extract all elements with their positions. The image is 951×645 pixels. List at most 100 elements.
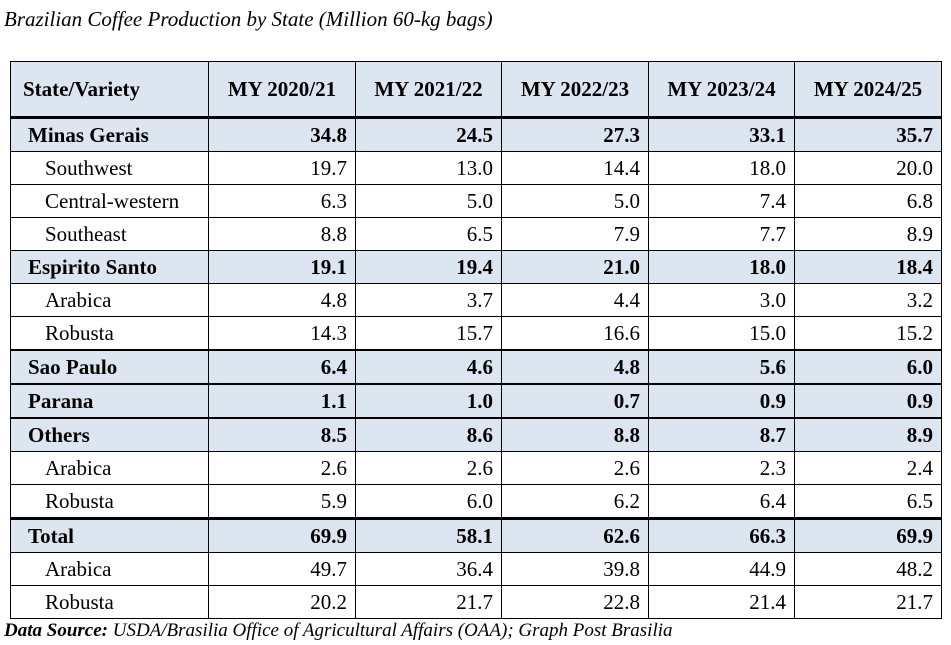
cell-value: 19.7 xyxy=(208,151,356,185)
cell-value: 15.7 xyxy=(355,316,502,351)
cell-value: 16.6 xyxy=(501,316,649,351)
table-row-es-arabica: Arabica 4.8 3.7 4.4 3.0 3.2 xyxy=(10,283,942,317)
cell-value: 6.2 xyxy=(501,484,649,519)
cell-value: 20.0 xyxy=(794,151,942,185)
cell-value: 0.7 xyxy=(501,383,649,419)
cell-value: 2.4 xyxy=(794,451,942,485)
data-source-label: Data Source: xyxy=(4,620,108,641)
table-row-sao-paulo: Sao Paulo 6.4 4.6 4.8 5.6 6.0 xyxy=(10,349,942,385)
row-label: Southeast xyxy=(10,217,209,251)
cell-value: 7.7 xyxy=(648,217,795,251)
cell-value: 13.0 xyxy=(355,151,502,185)
table-row-southeast: Southeast 8.8 6.5 7.9 7.7 8.9 xyxy=(10,217,942,251)
cell-value: 20.2 xyxy=(208,585,356,619)
cell-value: 4.4 xyxy=(501,283,649,317)
row-label: Robusta xyxy=(10,316,209,351)
cell-value: 48.2 xyxy=(794,552,942,586)
column-header-state: State/Variety xyxy=(10,61,209,119)
cell-value: 6.4 xyxy=(208,349,356,385)
row-label: Central-western xyxy=(10,184,209,218)
row-label: Arabica xyxy=(10,283,209,317)
cell-value: 62.6 xyxy=(501,517,649,553)
cell-value: 5.0 xyxy=(355,184,502,218)
table-row-parana: Parana 1.1 1.0 0.7 0.9 0.9 xyxy=(10,383,942,419)
cell-value: 8.7 xyxy=(648,417,795,452)
table-row-total-robusta: Robusta 20.2 21.7 22.8 21.4 21.7 xyxy=(10,585,942,619)
table-row-es-robusta: Robusta 14.3 15.7 16.6 15.0 15.2 xyxy=(10,316,942,351)
cell-value: 24.5 xyxy=(355,117,502,152)
row-label: Others xyxy=(10,417,209,452)
cell-value: 3.2 xyxy=(794,283,942,317)
cell-value: 2.6 xyxy=(355,451,502,485)
cell-value: 5.0 xyxy=(501,184,649,218)
table-row-southwest: Southwest 19.7 13.0 14.4 18.0 20.0 xyxy=(10,151,942,185)
cell-value: 14.4 xyxy=(501,151,649,185)
cell-value: 1.0 xyxy=(355,383,502,419)
coffee-production-table: State/Variety MY 2020/21 MY 2021/22 MY 2… xyxy=(10,61,942,619)
cell-value: 69.9 xyxy=(208,517,356,553)
row-label: Southwest xyxy=(10,151,209,185)
row-label: Minas Gerais xyxy=(10,117,209,152)
cell-value: 7.4 xyxy=(648,184,795,218)
table-row-others-robusta: Robusta 5.9 6.0 6.2 6.4 6.5 xyxy=(10,484,942,519)
row-label: Arabica xyxy=(10,451,209,485)
cell-value: 66.3 xyxy=(648,517,795,553)
cell-value: 35.7 xyxy=(794,117,942,152)
row-label: Robusta xyxy=(10,585,209,619)
cell-value: 8.9 xyxy=(794,417,942,452)
row-label: Total xyxy=(10,517,209,553)
cell-value: 19.4 xyxy=(355,250,502,284)
cell-value: 33.1 xyxy=(648,117,795,152)
table-row-others: Others 8.5 8.6 8.8 8.7 8.9 xyxy=(10,417,942,452)
column-header-my-2021-22: MY 2021/22 xyxy=(355,61,502,119)
cell-value: 4.8 xyxy=(208,283,356,317)
cell-value: 14.3 xyxy=(208,316,356,351)
table-row-espirito-santo: Espirito Santo 19.1 19.4 21.0 18.0 18.4 xyxy=(10,250,942,284)
table-row-total: Total 69.9 58.1 62.6 66.3 69.9 xyxy=(10,517,942,553)
cell-value: 15.2 xyxy=(794,316,942,351)
column-header-my-2023-24: MY 2023/24 xyxy=(648,61,795,119)
table-row-minas-gerais: Minas Gerais 34.8 24.5 27.3 33.1 35.7 xyxy=(10,117,942,152)
table-row-central-western: Central-western 6.3 5.0 5.0 7.4 6.8 xyxy=(10,184,942,218)
cell-value: 6.3 xyxy=(208,184,356,218)
cell-value: 21.4 xyxy=(648,585,795,619)
row-label: Arabica xyxy=(10,552,209,586)
cell-value: 6.0 xyxy=(794,349,942,385)
row-label: Sao Paulo xyxy=(10,349,209,385)
cell-value: 2.6 xyxy=(501,451,649,485)
cell-value: 2.3 xyxy=(648,451,795,485)
cell-value: 8.5 xyxy=(208,417,356,452)
row-label: Parana xyxy=(10,383,209,419)
cell-value: 0.9 xyxy=(794,383,942,419)
cell-value: 8.9 xyxy=(794,217,942,251)
cell-value: 15.0 xyxy=(648,316,795,351)
cell-value: 7.9 xyxy=(501,217,649,251)
cell-value: 21.7 xyxy=(794,585,942,619)
table-caption: Brazilian Coffee Production by State (Mi… xyxy=(4,7,493,31)
cell-value: 3.7 xyxy=(355,283,502,317)
cell-value: 44.9 xyxy=(648,552,795,586)
column-header-my-2020-21: MY 2020/21 xyxy=(208,61,356,119)
cell-value: 8.8 xyxy=(208,217,356,251)
cell-value: 49.7 xyxy=(208,552,356,586)
cell-value: 6.5 xyxy=(794,484,942,519)
table-header-row: State/Variety MY 2020/21 MY 2021/22 MY 2… xyxy=(10,61,942,119)
table-row-total-arabica: Arabica 49.7 36.4 39.8 44.9 48.2 xyxy=(10,552,942,586)
cell-value: 58.1 xyxy=(355,517,502,553)
cell-value: 1.1 xyxy=(208,383,356,419)
cell-value: 5.6 xyxy=(648,349,795,385)
data-source-text: USDA/Brasilia Office of Agricultural Aff… xyxy=(107,620,673,641)
row-label: Robusta xyxy=(10,484,209,519)
cell-value: 6.0 xyxy=(355,484,502,519)
cell-value: 6.4 xyxy=(648,484,795,519)
cell-value: 4.6 xyxy=(355,349,502,385)
cell-value: 39.8 xyxy=(501,552,649,586)
cell-value: 36.4 xyxy=(355,552,502,586)
data-source-note: Data Source: USDA/Brasilia Office of Agr… xyxy=(4,619,673,643)
cell-value: 18.0 xyxy=(648,151,795,185)
column-header-my-2024-25: MY 2024/25 xyxy=(794,61,942,119)
cell-value: 19.1 xyxy=(208,250,356,284)
cell-value: 27.3 xyxy=(501,117,649,152)
cell-value: 6.5 xyxy=(355,217,502,251)
cell-value: 18.4 xyxy=(794,250,942,284)
